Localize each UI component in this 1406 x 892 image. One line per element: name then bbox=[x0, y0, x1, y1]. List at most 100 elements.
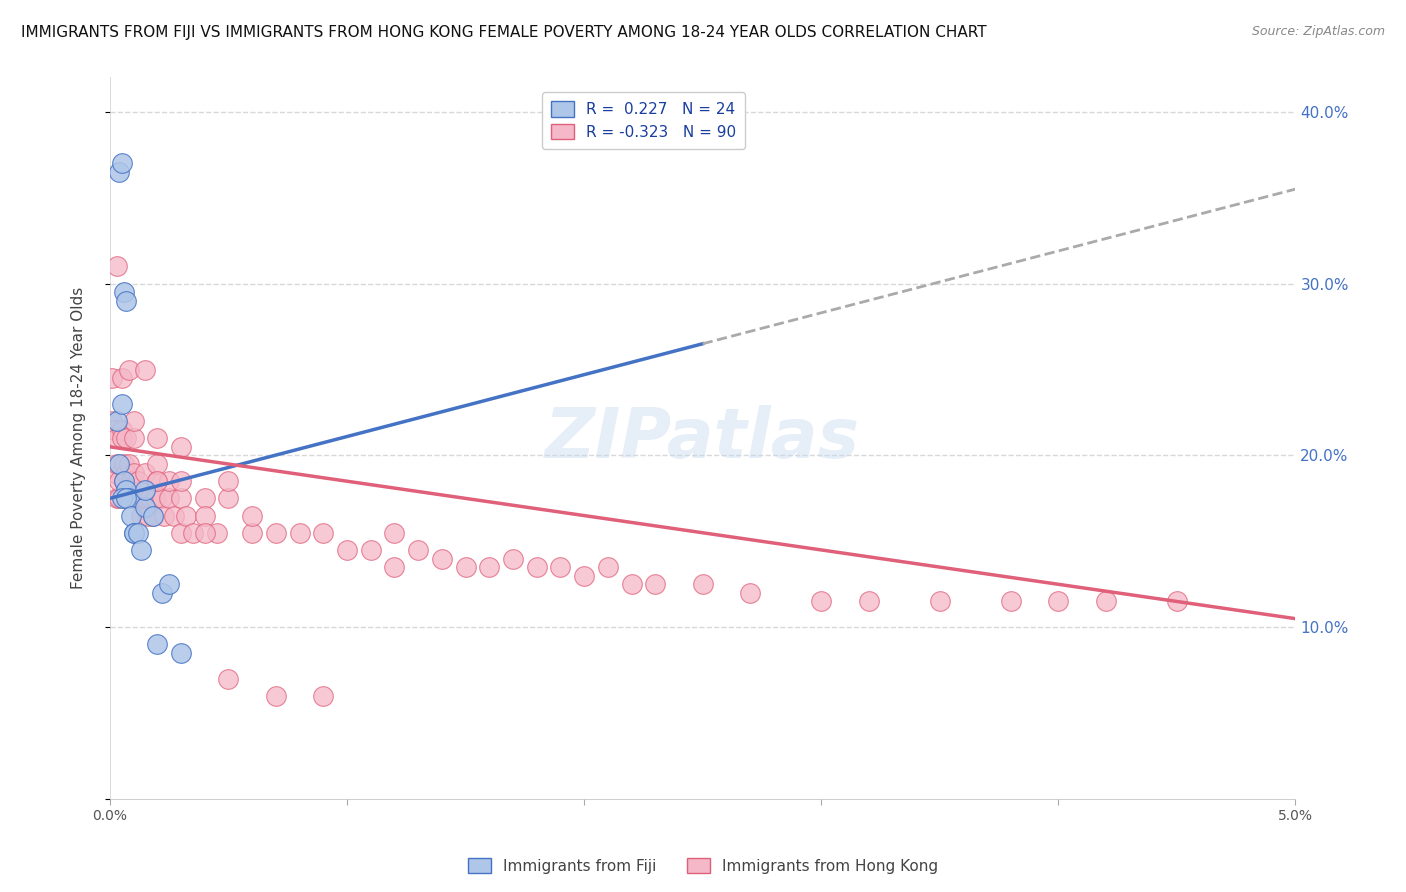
Point bbox=[139, 491, 162, 506]
Point bbox=[572, 568, 595, 582]
Point bbox=[174, 508, 197, 523]
Point bbox=[240, 525, 263, 540]
Point bbox=[1000, 594, 1022, 608]
Point bbox=[1094, 594, 1116, 608]
Point bbox=[118, 362, 141, 376]
Point bbox=[170, 646, 193, 660]
Point bbox=[134, 362, 156, 376]
Point bbox=[127, 525, 149, 540]
Point bbox=[134, 466, 156, 480]
Point bbox=[384, 525, 406, 540]
Point bbox=[360, 543, 382, 558]
Point bbox=[858, 594, 880, 608]
Point bbox=[129, 508, 152, 523]
Point bbox=[105, 457, 128, 471]
Point bbox=[146, 474, 169, 488]
Point bbox=[205, 525, 228, 540]
Point bbox=[157, 577, 180, 591]
Point bbox=[153, 508, 176, 523]
Point bbox=[550, 560, 572, 574]
Point bbox=[127, 474, 149, 488]
Point bbox=[141, 508, 163, 523]
Point bbox=[312, 525, 335, 540]
Point bbox=[406, 543, 429, 558]
Point bbox=[118, 457, 141, 471]
Point bbox=[111, 491, 134, 506]
Point bbox=[620, 577, 643, 591]
Point bbox=[217, 491, 239, 506]
Point bbox=[115, 491, 138, 506]
Point bbox=[146, 457, 169, 471]
Point bbox=[122, 466, 145, 480]
Text: ZIPatlas: ZIPatlas bbox=[546, 405, 860, 472]
Point bbox=[478, 560, 501, 574]
Point bbox=[122, 491, 145, 506]
Point bbox=[217, 672, 239, 686]
Point bbox=[111, 156, 134, 170]
Point bbox=[146, 474, 169, 488]
Point bbox=[120, 508, 142, 523]
Point bbox=[122, 525, 145, 540]
Point bbox=[150, 491, 173, 506]
Point bbox=[150, 586, 173, 600]
Point bbox=[1047, 594, 1070, 608]
Point bbox=[115, 431, 138, 445]
Point bbox=[122, 414, 145, 428]
Point bbox=[170, 491, 193, 506]
Point bbox=[194, 491, 217, 506]
Point bbox=[163, 508, 186, 523]
Point bbox=[454, 560, 477, 574]
Point bbox=[170, 474, 193, 488]
Point bbox=[111, 371, 134, 385]
Point bbox=[122, 431, 145, 445]
Point bbox=[118, 491, 141, 506]
Point bbox=[129, 543, 152, 558]
Point bbox=[141, 508, 163, 523]
Point bbox=[112, 474, 135, 488]
Point bbox=[264, 525, 287, 540]
Point bbox=[288, 525, 311, 540]
Point bbox=[115, 293, 138, 308]
Legend: Immigrants from Fiji, Immigrants from Hong Kong: Immigrants from Fiji, Immigrants from Ho… bbox=[461, 852, 945, 880]
Point bbox=[596, 560, 619, 574]
Point bbox=[105, 414, 128, 428]
Point bbox=[115, 466, 138, 480]
Point bbox=[105, 260, 128, 274]
Point bbox=[143, 491, 166, 506]
Point bbox=[502, 551, 524, 566]
Point bbox=[134, 500, 156, 514]
Point bbox=[194, 508, 217, 523]
Point bbox=[170, 525, 193, 540]
Point bbox=[644, 577, 666, 591]
Point bbox=[132, 491, 155, 506]
Point bbox=[108, 491, 131, 506]
Point bbox=[240, 508, 263, 523]
Legend: R =  0.227   N = 24, R = -0.323   N = 90: R = 0.227 N = 24, R = -0.323 N = 90 bbox=[541, 92, 745, 149]
Point bbox=[134, 491, 156, 506]
Point bbox=[108, 165, 131, 179]
Point bbox=[157, 491, 180, 506]
Point bbox=[111, 397, 134, 411]
Point bbox=[264, 689, 287, 703]
Point bbox=[105, 491, 128, 506]
Point bbox=[526, 560, 548, 574]
Point bbox=[112, 474, 135, 488]
Point bbox=[146, 637, 169, 651]
Point bbox=[101, 414, 124, 428]
Point bbox=[104, 466, 127, 480]
Point bbox=[111, 431, 134, 445]
Point bbox=[104, 423, 127, 437]
Text: Source: ZipAtlas.com: Source: ZipAtlas.com bbox=[1251, 25, 1385, 38]
Point bbox=[336, 543, 359, 558]
Point bbox=[692, 577, 714, 591]
Point bbox=[118, 491, 141, 506]
Point bbox=[1166, 594, 1188, 608]
Point bbox=[384, 560, 406, 574]
Point bbox=[146, 431, 169, 445]
Point bbox=[111, 423, 134, 437]
Point bbox=[157, 474, 180, 488]
Point bbox=[136, 508, 159, 523]
Point bbox=[108, 474, 131, 488]
Point bbox=[194, 525, 217, 540]
Point bbox=[122, 525, 145, 540]
